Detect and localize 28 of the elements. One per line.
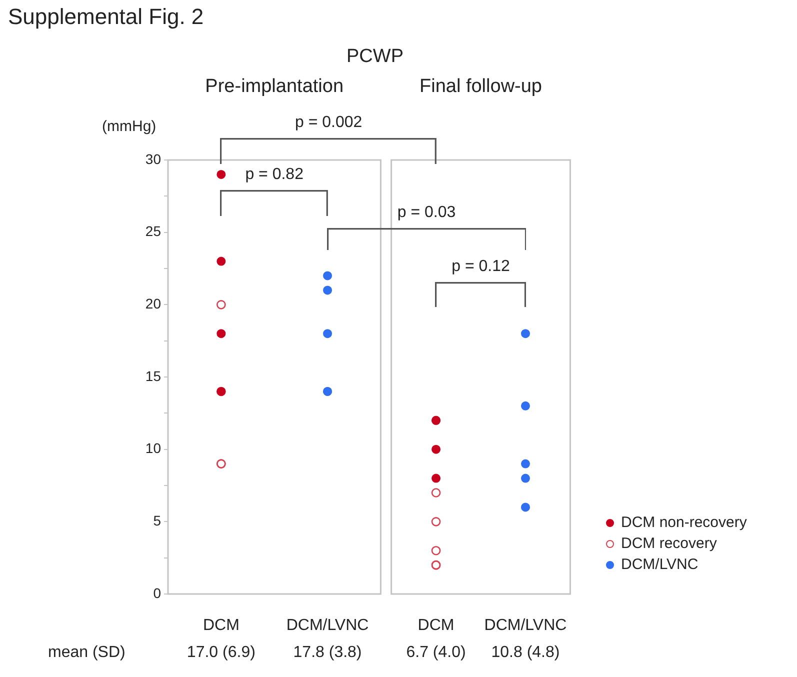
text: p = 0.002 <box>295 114 362 132</box>
y-tick-label: 30 <box>145 150 162 167</box>
text: PCWP <box>346 46 404 68</box>
y-axis-title: (mmHg) <box>102 118 156 135</box>
y-tick-label: 0 <box>153 584 162 601</box>
annotation: p = 0.03 <box>397 204 456 222</box>
chart-title: Pre-implantation <box>205 76 344 98</box>
annotation: p = 0.82 <box>245 166 304 184</box>
text: 6.7 (4.0) <box>406 644 466 662</box>
y-tick-label: 20 <box>145 296 162 312</box>
y-tick-label: 25 <box>145 223 162 240</box>
chart-title: Final follow-up <box>420 76 542 98</box>
text: 17.0 (6.9) <box>186 644 256 662</box>
x-tick-label: DCM <box>418 617 454 634</box>
text: 17.8 (3.8) <box>293 644 362 662</box>
text: 10.8 (4.8) <box>491 644 560 662</box>
legend-label: DCM recovery <box>621 535 717 552</box>
text: Supplemental Fig. 2 <box>8 4 204 30</box>
x-tick-label: DCM <box>202 617 240 634</box>
x-tick-label: DCM/LVNC <box>484 617 567 634</box>
y-tick-label: 15 <box>145 368 162 384</box>
y-tick-label: 10 <box>145 440 162 456</box>
annotation: p = 0.12 <box>452 258 510 276</box>
x-tick-label: DCM/LVNC <box>286 617 369 634</box>
y-tick-label: 5 <box>153 512 162 529</box>
legend-label: DCM non-recovery <box>621 514 747 531</box>
legend-label: DCM/LVNC <box>621 556 698 573</box>
text: mean (SD) <box>48 644 126 662</box>
